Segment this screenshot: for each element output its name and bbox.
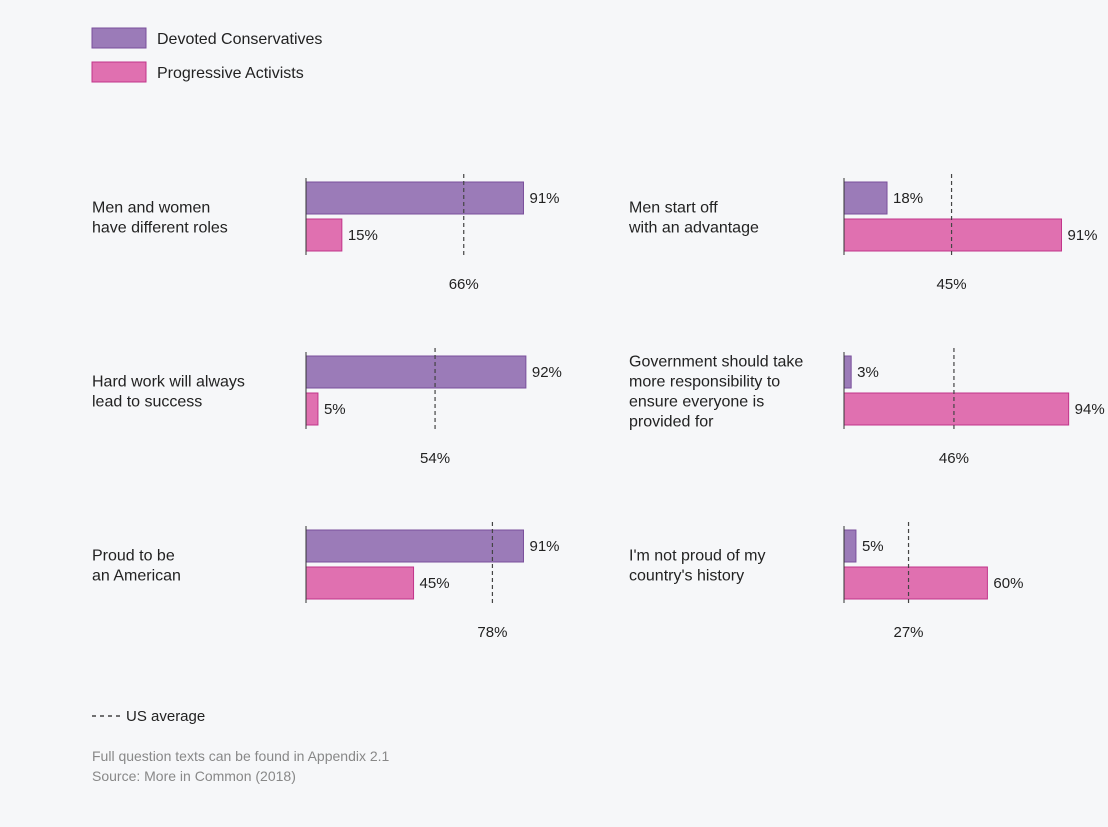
value-label: 92% [532,364,562,381]
bar-progressive-activists [305,566,415,600]
bar-devoted-conservatives [843,181,888,215]
panel-0: Men and women have different roles 91% 15% 6… [92,174,560,293]
legend: Devoted Conservatives Progressive Activi… [91,27,322,83]
question-label-line: Government should take [629,354,803,371]
panel-3: Government should take more responsibilit… [629,348,1105,467]
question-label-line: Men and women [92,200,210,217]
question-label-line: provided for [629,414,714,431]
average-label: 78% [477,624,507,641]
question-label-line: lead to success [92,394,202,411]
question-label-line: Men start off [629,200,718,217]
question-label: Proud to be an American [92,548,181,585]
average-label: 54% [420,450,450,467]
value-label: 45% [420,575,450,592]
footnote-source: Source: More in Common (2018) [92,768,296,784]
legend-swatch-progressive-activists [91,61,147,83]
bar-devoted-conservatives [305,355,527,389]
question-label-line: more responsibility to [629,374,780,391]
value-label: 3% [857,364,879,381]
question-label-line: Proud to be [92,548,175,565]
question-label: Men start off with an advantage [628,200,759,237]
bar-progressive-activists [305,392,319,426]
value-label: 91% [529,190,559,207]
average-label: 45% [937,276,967,293]
legend-label-progressive-activists: Progressive Activists [157,65,304,82]
panel-2: Hard work will always lead to success 92% 5… [92,348,562,467]
value-label: 5% [862,538,884,555]
bar-progressive-activists [843,392,1070,426]
footnote-appendix: Full question texts can be found in Appe… [92,748,390,764]
question-label: I'm not proud of my country's history [629,548,765,585]
value-label: 91% [1067,227,1097,244]
question-label-line: Hard work will always [92,374,245,391]
question-label-line: have different roles [92,220,228,237]
average-legend-label: US average [126,708,205,725]
panel-5: I'm not proud of my country's history 5% 60… [629,522,1023,641]
average-label: 66% [449,276,479,293]
question-label-line: ensure everyone is [629,394,764,411]
value-label: 60% [993,575,1023,592]
value-label: 94% [1075,401,1105,418]
bar-devoted-conservatives [305,529,524,563]
question-label-line: with an advantage [628,220,759,237]
bar-progressive-activists [843,218,1062,252]
panel-1: Men start off with an advantage 18% 91% 45% [628,174,1098,293]
question-label: Men and women have different roles [92,200,228,237]
bar-devoted-conservatives [843,529,857,563]
value-label: 5% [324,401,346,418]
bar-progressive-activists [305,218,343,252]
bar-progressive-activists [843,566,988,600]
chart-panels: Men and women have different roles 91% 15% 6… [92,174,1105,641]
average-label: 46% [939,450,969,467]
bar-devoted-conservatives [305,181,524,215]
legend-label-devoted-conservatives: Devoted Conservatives [157,31,322,48]
average-label: 27% [894,624,924,641]
question-label: Government should take more responsibilit… [629,354,803,431]
value-label: 91% [529,538,559,555]
question-label-line: I'm not proud of my [629,548,765,565]
panel-4: Proud to be an American 91% 45% 78% [92,522,560,641]
value-label: 18% [893,190,923,207]
question-label: Hard work will always lead to success [92,374,245,411]
legend-swatch-devoted-conservatives [91,27,147,49]
question-label-line: country's history [629,568,744,585]
average-legend: US average [92,708,205,725]
question-label-line: an American [92,568,181,585]
bar-devoted-conservatives [843,355,852,389]
value-label: 15% [348,227,378,244]
